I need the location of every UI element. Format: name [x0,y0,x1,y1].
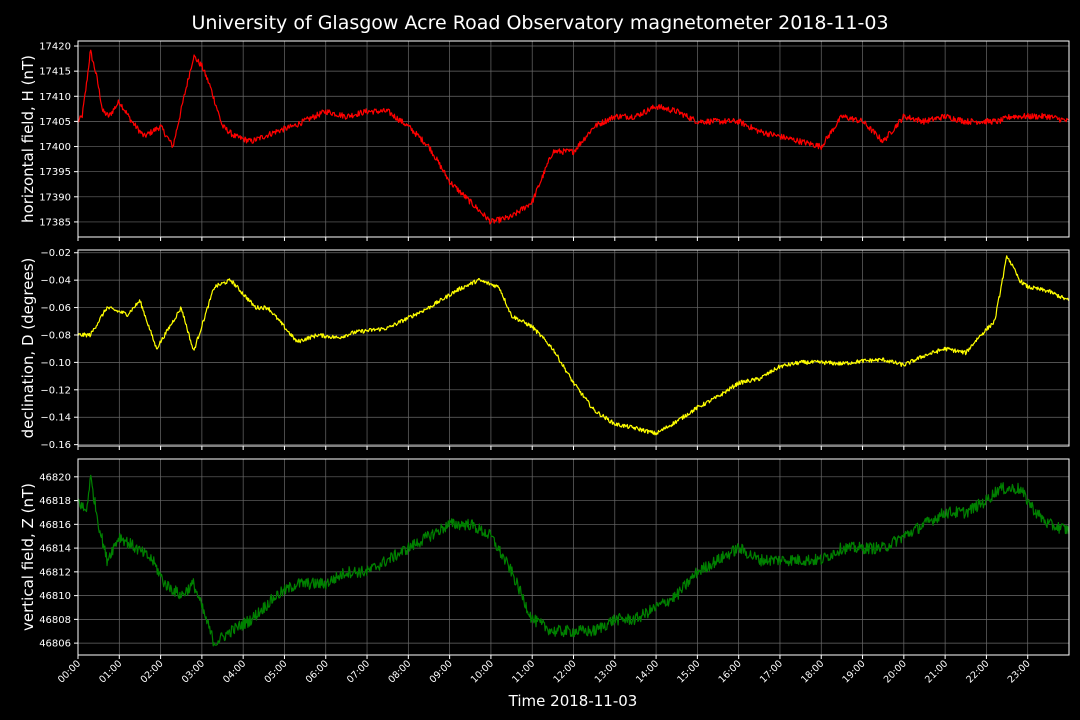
panel-declination: −0.16 −0.14 −0.12 −0.10 −0.08 −0.06 −0.04 −0.02… [19,248,1070,451]
series-line-declination [77,255,1070,436]
y-tick-label: 46816 [39,520,71,531]
y-tick-label: −0.06 [40,303,71,314]
y-tick-label: 46818 [39,496,71,507]
y-tick-label: 46820 [39,472,71,483]
series-line-horizontal [77,49,1070,225]
panel-frame [77,40,1070,238]
y-tick-label: −0.04 [40,276,71,287]
x-axis-label: Time 2018-11-03 [508,692,638,710]
y-tick-label: 46810 [39,591,71,602]
y-tick-label: 46814 [39,544,71,555]
y-axis-label-vertical: vertical field, Z (nT) [19,483,37,631]
y-tick-label: 17400 [39,142,71,153]
y-tick-label: 17410 [39,92,71,103]
panel-horizontal: 17385 17390 17395 17400 17405 17410 17415 17420… [19,40,1070,241]
y-tick-label: 17415 [39,67,71,78]
y-tick-label: 17390 [39,192,71,203]
y-tick-label: 17395 [39,167,71,178]
panels-group: 17385 17390 17395 17400 17405 17410 17415 17420… [19,40,1070,659]
y-tick-label: 46808 [39,615,71,626]
panel-frame [77,249,1070,447]
y-tick-label: −0.16 [40,440,71,451]
y-axis-label-horizontal: horizontal field, H (nT) [19,55,37,223]
y-axis-label-declination: declination, D (degrees) [19,258,37,439]
y-tick-label: 17385 [39,217,71,228]
panel-vertical: 46806 46808 46810 46812 46814 46816 46818 46820… [19,458,1070,659]
y-tick-label: −0.10 [40,358,71,369]
y-tick-label: 46812 [39,567,71,578]
series-line-vertical [77,474,1070,647]
y-tick-label: −0.14 [40,413,71,424]
y-tick-label: −0.08 [40,330,71,341]
y-tick-label: −0.02 [40,248,71,259]
y-tick-label: 17405 [39,117,71,128]
panel-frame [77,458,1070,656]
y-tick-label: −0.12 [40,385,71,396]
y-tick-label: 17420 [39,42,71,53]
y-tick-label: 46806 [39,639,71,650]
chart-title: University of Glasgow Acre Road Observat… [191,12,888,34]
